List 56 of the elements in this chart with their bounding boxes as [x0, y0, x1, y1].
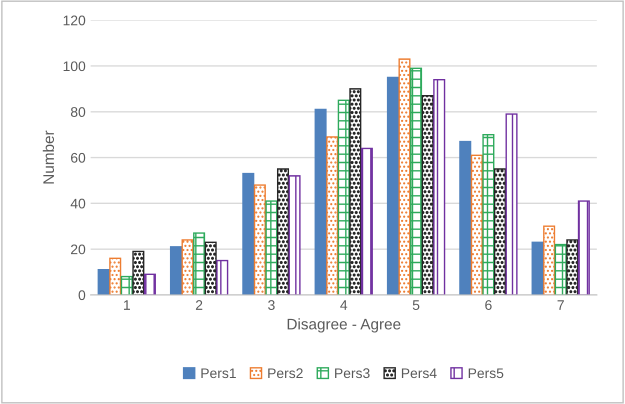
bar	[470, 154, 483, 295]
bar	[288, 175, 301, 295]
bar	[98, 269, 110, 295]
bar	[132, 250, 144, 295]
bar	[543, 226, 556, 295]
bar	[254, 184, 266, 295]
y-tick-label: 20	[71, 244, 86, 254]
bar	[422, 95, 434, 295]
bar	[386, 76, 399, 295]
bar	[204, 242, 217, 295]
x-tick-label: 2	[196, 300, 202, 310]
y-tick-label: 100	[64, 61, 86, 72]
bar	[506, 113, 518, 295]
bar	[276, 168, 290, 295]
x-tick-label: 5	[412, 300, 420, 310]
bar	[326, 136, 338, 295]
bar	[554, 244, 567, 295]
bar	[216, 260, 228, 295]
legend-label: Pers4	[402, 368, 437, 378]
bar	[566, 239, 578, 295]
bar	[265, 200, 278, 295]
bar	[109, 258, 122, 295]
x-axis-title: Disagree - Agree	[288, 318, 400, 333]
bar	[398, 58, 411, 295]
y-tick-label: 40	[70, 198, 86, 209]
bar	[433, 79, 446, 295]
bar	[338, 100, 350, 295]
legend-label: Pers5	[468, 368, 504, 378]
legend-label: Pers3	[335, 368, 370, 378]
x-tick-label: 4	[340, 300, 348, 310]
bar	[242, 172, 254, 295]
bar	[120, 276, 133, 295]
legend-label: Pers2	[268, 368, 303, 378]
bar	[532, 242, 544, 295]
bar	[459, 140, 472, 295]
x-tick-label: 6	[485, 300, 492, 310]
y-axis-title: Number	[42, 130, 54, 184]
bar	[360, 148, 373, 295]
bar	[482, 134, 494, 295]
y-tick-label: 80	[70, 107, 86, 117]
bar	[314, 108, 327, 295]
x-tick-label: 7	[558, 300, 564, 310]
y-tick-label: 60	[71, 152, 86, 163]
bar	[193, 232, 206, 295]
bar	[410, 68, 422, 295]
bar	[144, 274, 156, 295]
y-tick-label: 120	[64, 16, 86, 26]
bar	[170, 246, 182, 295]
bar	[182, 239, 194, 295]
legend-label: Pers1	[201, 368, 236, 378]
x-tick-label: 1	[124, 300, 130, 310]
bar	[494, 168, 506, 295]
bar	[578, 200, 590, 295]
y-tick-label: 0	[78, 290, 86, 300]
bar	[349, 88, 362, 295]
x-tick-label: 3	[268, 300, 275, 310]
